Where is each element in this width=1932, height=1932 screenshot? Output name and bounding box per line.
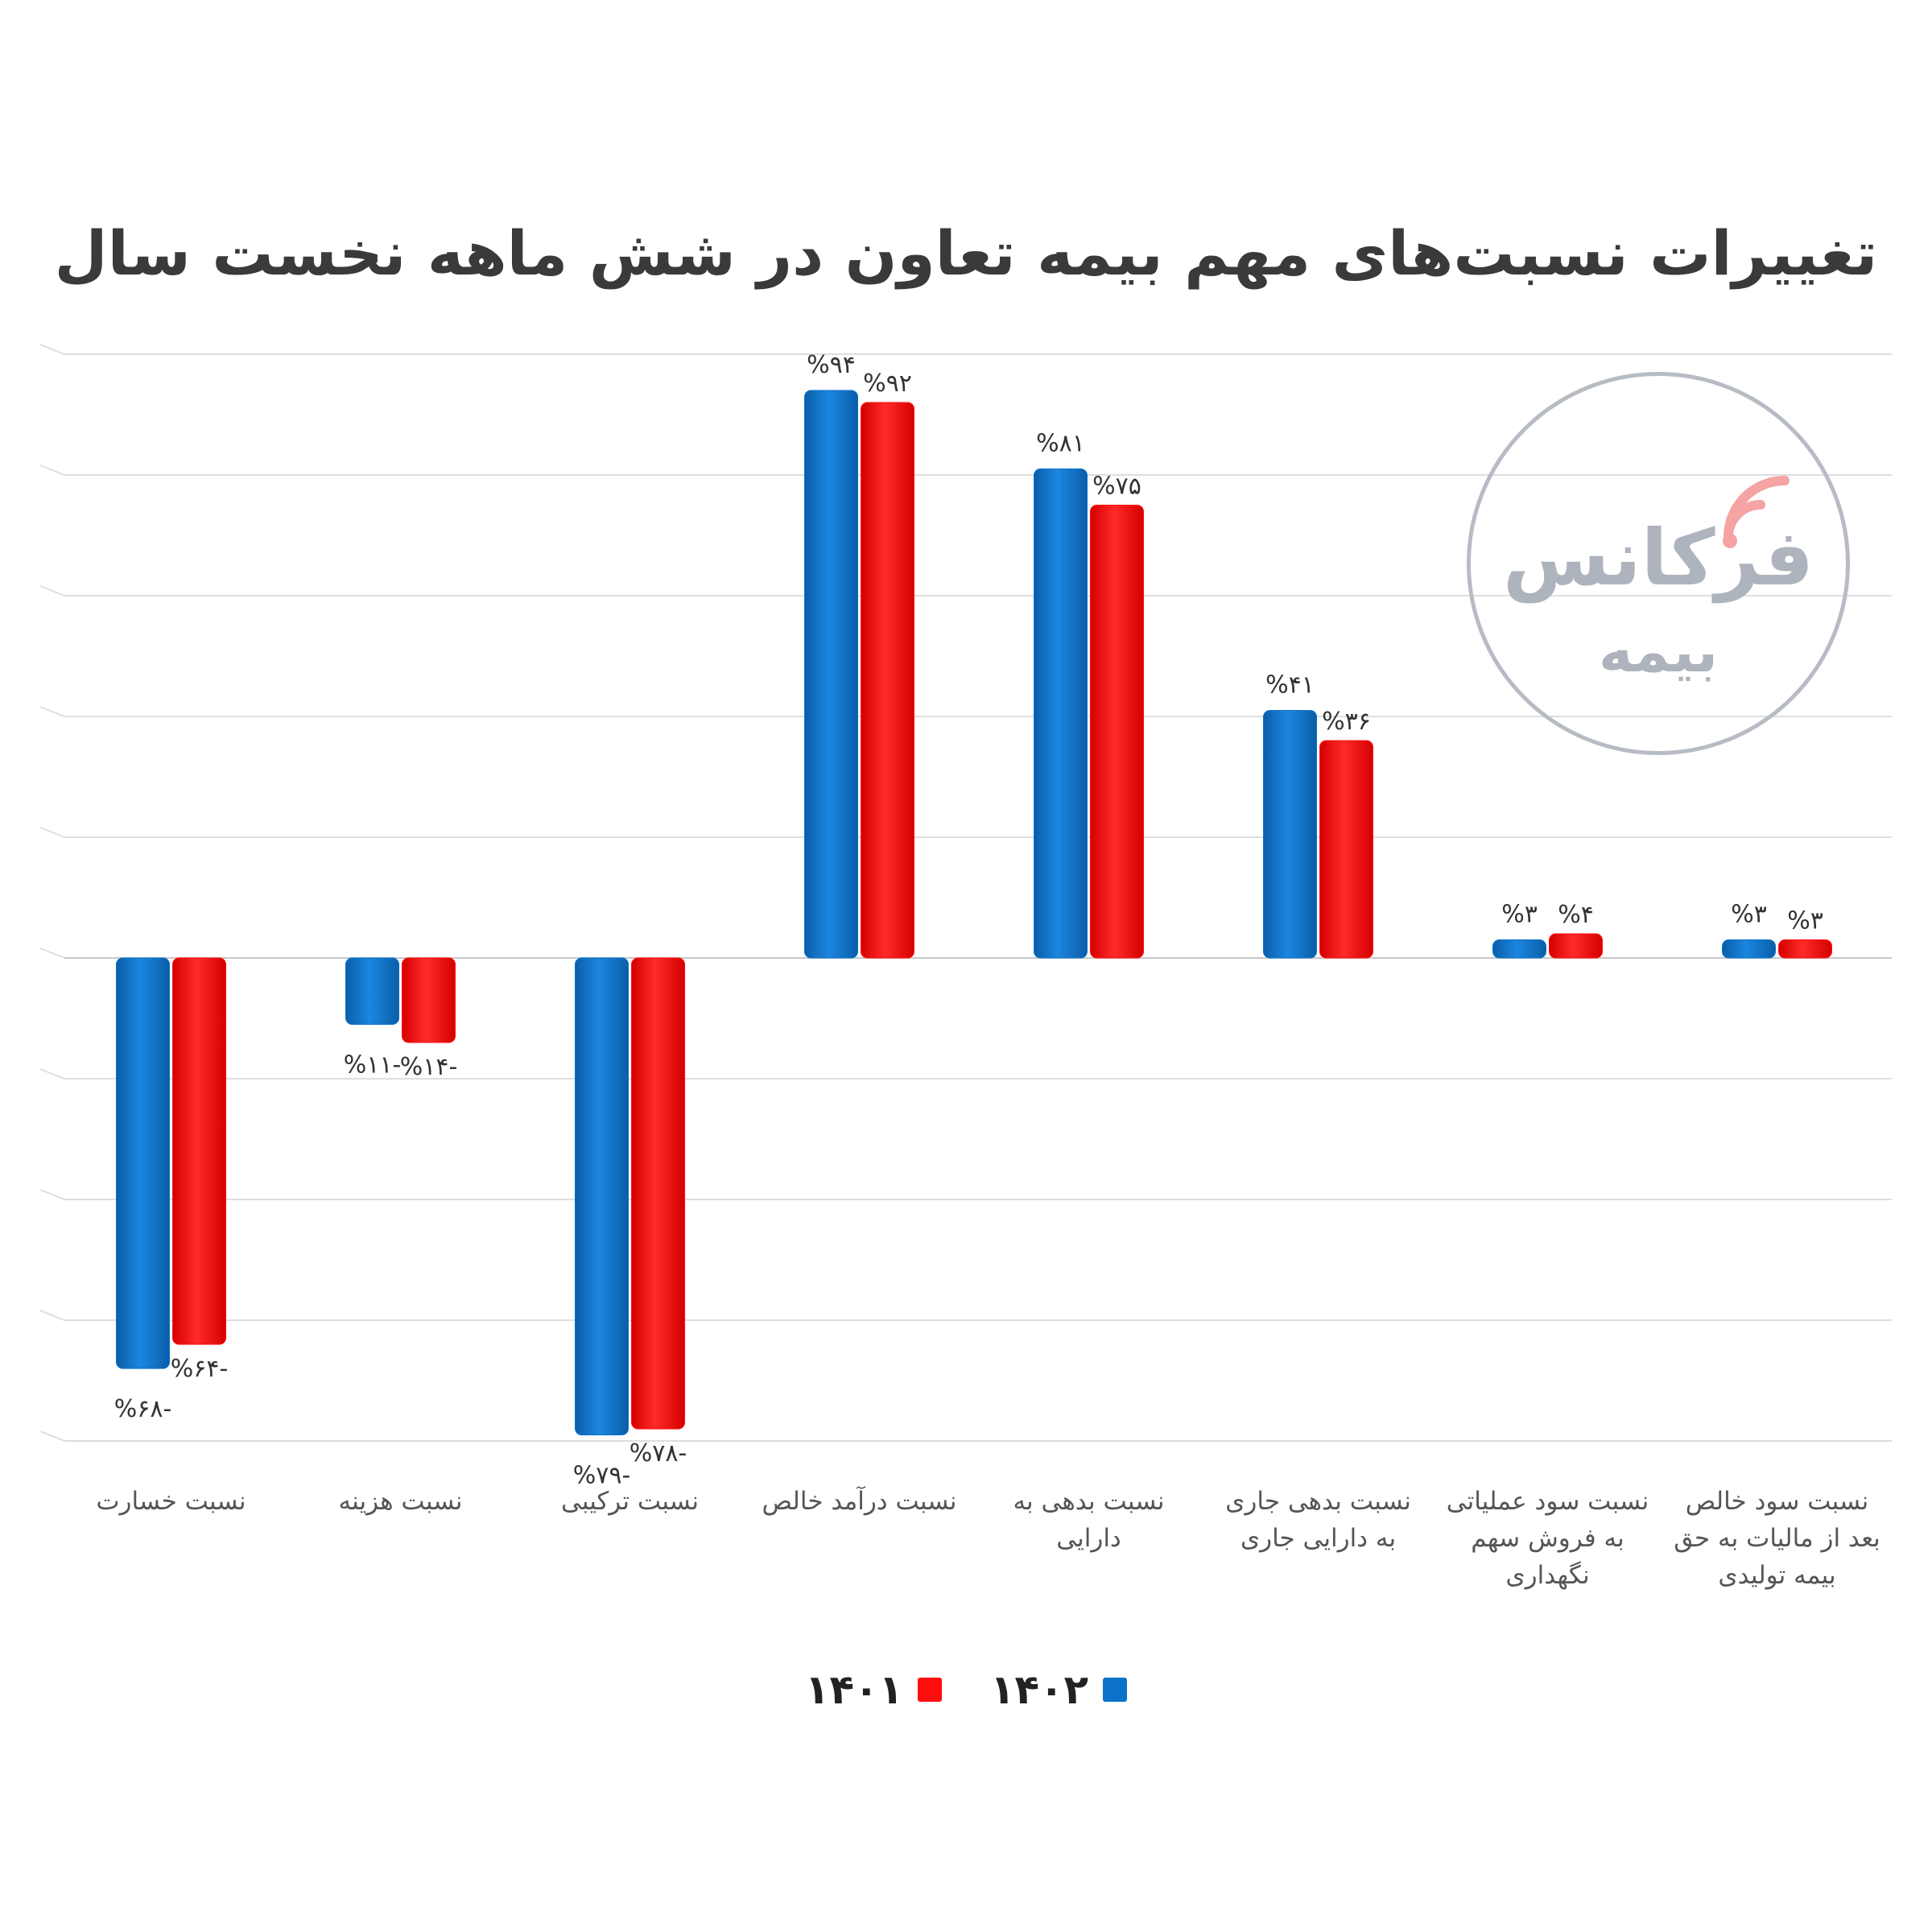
bar-1401 [1549, 933, 1603, 959]
watermark-sub: بیمه [1598, 617, 1719, 685]
bar-1402 [116, 957, 170, 1369]
x-tick-label: به دارایی جاری [1241, 1524, 1396, 1553]
x-tick-label: نسبت سود خالص [1686, 1487, 1869, 1516]
x-tick-label: نسبت سود عملیاتی [1447, 1487, 1649, 1516]
legend: ۱۴۰۲ ۱۴۰۱ [0, 1666, 1932, 1713]
x-tick-label: دارایی [1056, 1524, 1121, 1553]
chart-title: تغییرات نسبت‌های مهم بیمه تعاون در شش ما… [54, 217, 1878, 289]
x-tick-label: نسبت خسارت [96, 1487, 246, 1516]
x-tick-label: بیمه تولیدی [1718, 1561, 1835, 1590]
legend-label-1401: ۱۴۰۱ [804, 1666, 903, 1713]
legend-label-1402: ۱۴۰۲ [990, 1666, 1089, 1713]
bar-1401 [172, 957, 226, 1345]
data-label: %۳ [1501, 901, 1538, 929]
data-label: %۱۴- [400, 1053, 458, 1081]
x-tick-label: نگهداری [1505, 1561, 1589, 1590]
gridline-tick [39, 1189, 65, 1200]
gridline-tick [39, 1430, 65, 1442]
data-label: %۷۵ [1092, 473, 1141, 501]
gridline-tick [39, 947, 65, 959]
data-label: %۴ [1558, 901, 1594, 929]
gridline-tick [39, 706, 65, 717]
x-tick-label: نسبت درآمد خالص [762, 1485, 956, 1516]
gridline-tick [39, 827, 65, 838]
bar-1401 [1090, 505, 1144, 959]
watermark-logo: فرکانس بیمه [1467, 372, 1850, 755]
data-label: %۳ [1787, 907, 1823, 935]
data-label: %۴۱ [1265, 671, 1315, 700]
data-label: %۳۶ [1322, 708, 1371, 736]
data-label: %۱۱- [344, 1051, 402, 1080]
bar-1401 [1778, 939, 1832, 959]
data-label: %۶۴- [171, 1355, 229, 1383]
data-label: %۹۲ [863, 369, 912, 398]
gridline-tick [39, 1068, 65, 1080]
bar-1402 [804, 390, 858, 959]
bar-1401 [861, 402, 914, 959]
bar-1401 [402, 957, 456, 1043]
gridline-tick [39, 344, 65, 355]
x-tick-label: نسبت بدهی جاری [1225, 1487, 1411, 1516]
bar-1401 [1319, 740, 1373, 959]
x-tick-label: نسبت هزینه [339, 1487, 463, 1516]
bar-1402 [345, 957, 399, 1025]
wifi-icon [1723, 476, 1790, 548]
x-tick-label: به فروش سهم [1471, 1524, 1624, 1553]
legend-swatch-1401 [918, 1678, 942, 1702]
bar-1402 [1492, 939, 1546, 959]
gridline-tick [39, 1310, 65, 1321]
data-label: %۹۴ [807, 351, 856, 379]
data-label: %۸۱ [1036, 430, 1085, 458]
bar-1402 [1034, 469, 1088, 959]
watermark-name: فرکانس [1502, 513, 1814, 603]
data-label: %۷۸- [630, 1439, 687, 1468]
x-tick-label: نسبت بدهی به [1013, 1487, 1164, 1516]
data-label: %۷۹- [573, 1462, 631, 1490]
x-tick-label: بعد از مالیات به حق [1674, 1524, 1880, 1553]
bar-1401 [631, 957, 685, 1430]
bar-1402 [1263, 710, 1317, 959]
bar-1402 [1722, 939, 1776, 959]
gridline-tick [39, 464, 65, 476]
gridline-tick [39, 585, 65, 597]
legend-swatch-1402 [1103, 1678, 1128, 1702]
bar-1402 [575, 957, 629, 1435]
legend-item-1402: ۱۴۰۲ [990, 1666, 1128, 1713]
data-label: %۶۸- [114, 1395, 172, 1423]
x-tick-label: نسبت ترکیبی [561, 1487, 699, 1516]
data-label: %۳ [1731, 901, 1767, 929]
legend-item-1401: ۱۴۰۱ [805, 1666, 942, 1713]
